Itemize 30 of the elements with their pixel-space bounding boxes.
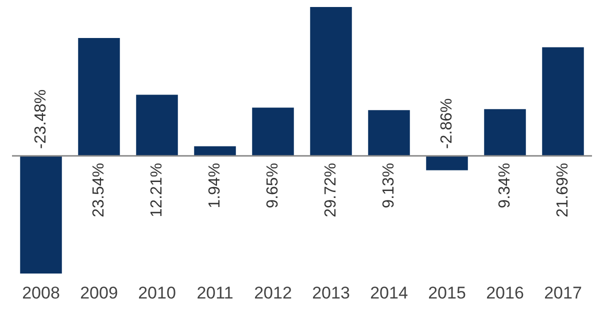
bar [20, 156, 62, 274]
data-label: 21.69% [554, 162, 572, 218]
x-tick-label: 2012 [254, 283, 292, 302]
x-tick-label: 2009 [80, 283, 118, 302]
x-tick-label: 2014 [370, 283, 408, 302]
bar [136, 94, 178, 156]
bar [78, 38, 120, 156]
bar [484, 109, 526, 156]
x-tick-label: 2017 [544, 283, 582, 302]
bar [252, 108, 294, 156]
bar [542, 47, 584, 156]
x-tick-label: 2008 [22, 283, 60, 302]
data-label: -2.86% [438, 98, 456, 149]
x-tick-label: 2015 [428, 283, 466, 302]
data-label: 1.94% [206, 162, 224, 208]
data-label: 29.72% [322, 162, 340, 218]
bar [310, 7, 352, 156]
data-label: 9.13% [380, 162, 398, 208]
data-label: 12.21% [148, 162, 166, 218]
bar [194, 146, 236, 156]
data-label: 9.34% [496, 162, 514, 208]
bar [426, 156, 468, 170]
data-label: -23.48% [32, 89, 50, 149]
x-tick-label: 2011 [196, 283, 234, 302]
x-tick-label: 2013 [312, 283, 350, 302]
bar [368, 110, 410, 156]
data-label: 23.54% [90, 162, 108, 218]
x-tick-label: 2016 [486, 283, 524, 302]
x-tick-label: 2010 [138, 283, 176, 302]
data-label: 9.65% [264, 162, 282, 208]
